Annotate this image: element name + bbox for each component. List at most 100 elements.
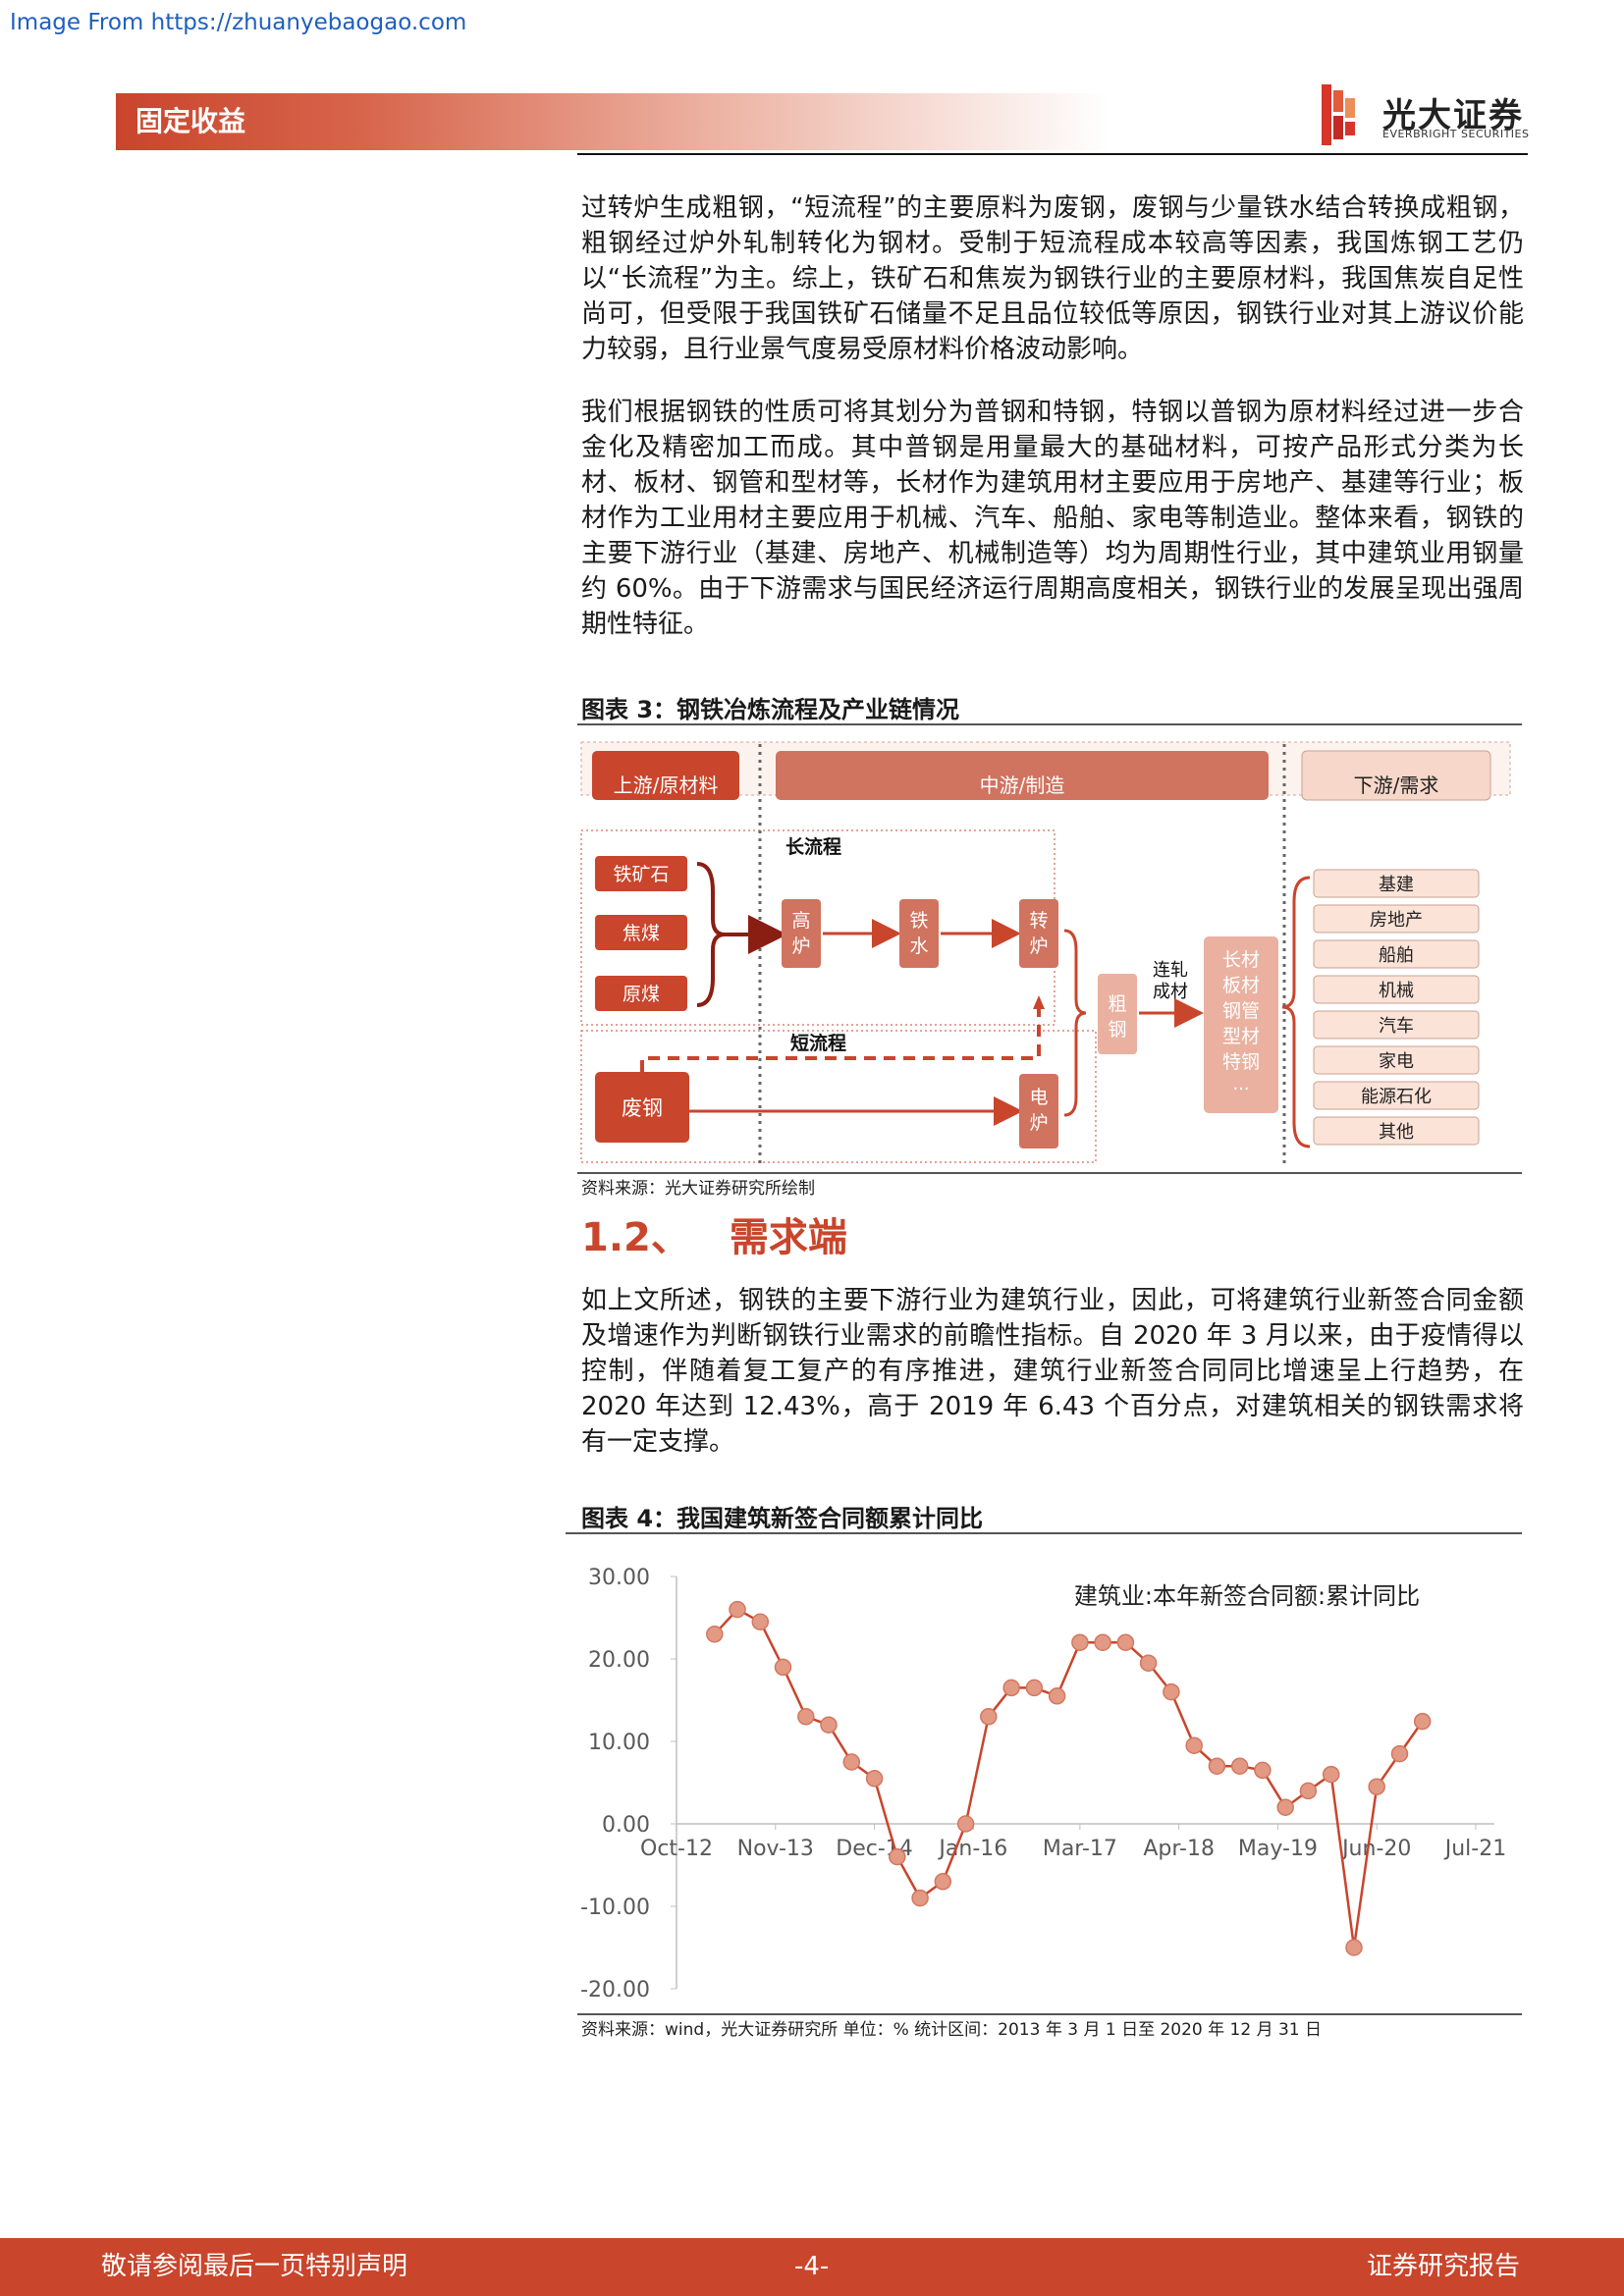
x-tick-label: Apr-18 [1143, 1837, 1215, 1861]
upstream-stage-label: 上游/原材料 [614, 774, 719, 797]
midstream-stage-box [776, 751, 1269, 800]
chart-series [706, 1600, 1432, 1956]
electric-furnace-char-2: 炉 [1029, 1112, 1048, 1134]
section-number: 1.2、 [581, 1215, 690, 1260]
y-tick-label: -10.00 [580, 1896, 650, 1920]
raw-material-box-1 [595, 856, 687, 891]
figure-4-top-rule [566, 1532, 1522, 1534]
demand-box-2 [1313, 904, 1480, 934]
electric-furnace-char-1: 电 [1029, 1087, 1048, 1108]
data-point [865, 1770, 884, 1788]
data-point [1139, 1654, 1158, 1672]
long-process-label: 长流程 [785, 835, 841, 858]
section-title: 需求端 [729, 1215, 847, 1260]
body-paragraph-3: 如上文所述，钢铁的主要下游行业为建筑行业，因此，可将建筑行业新签合同金额及增速作… [581, 1286, 1524, 1457]
crude-steel-char-2: 钢 [1108, 1019, 1126, 1041]
raw-material-brace [696, 862, 726, 1007]
body-paragraph-2: 我们根据钢铁的性质可将其划分为普钢和特钢，特钢以普钢为原材料经过进一步合金化及精… [581, 398, 1524, 639]
scrap-to-converter-dashed [640, 1001, 1041, 1072]
rolling-label-line-2: 成材 [1153, 982, 1188, 1002]
brand-name-cn: 光大证券 [1382, 96, 1524, 135]
data-point [751, 1613, 770, 1630]
demand-box-1 [1313, 869, 1480, 898]
x-tick-label: Nov-13 [737, 1837, 814, 1861]
data-point [1002, 1679, 1020, 1697]
blast-furnace-char-1: 高 [791, 910, 810, 932]
data-point [1322, 1765, 1340, 1784]
data-point [729, 1600, 746, 1619]
raw-material-coking-coal: 焦煤 [623, 923, 660, 944]
x-tick-label: Jul-21 [1443, 1837, 1506, 1861]
contract-growth-chart: 建筑业:本年新签合同额:累计同比 30.00 20.00 10.00 0.00 -10.… [580, 1566, 1506, 2002]
rolling-label-line-1: 连轧 [1153, 960, 1188, 981]
figure-4-bottom-rule [577, 2013, 1522, 2015]
y-tick-label: -20.00 [580, 1978, 650, 2002]
molten-iron-char-2: 水 [909, 935, 928, 957]
demand-energy: 能源石化 [1361, 1087, 1432, 1107]
chart-axes: 30.00 20.00 10.00 0.00 -10.00 -20.00 Oct-12 Nov… [580, 1566, 1506, 2002]
data-point [1299, 1782, 1318, 1800]
crude-steel-box [1098, 974, 1137, 1054]
data-point [774, 1658, 792, 1677]
scrap-to-converter-arrowhead [1033, 995, 1045, 1009]
converter-char-1: 转 [1029, 910, 1048, 932]
upstream-stage-box [592, 751, 739, 800]
data-point [1368, 1778, 1385, 1795]
data-point [1230, 1757, 1249, 1775]
data-point [797, 1708, 815, 1726]
figure-4-source: 资料来源：wind，光大证券研究所 单位：% 统计区间：2013 年 3 月 1… [581, 2020, 1323, 2040]
demand-brace [1281, 876, 1311, 1148]
data-point [1163, 1682, 1180, 1701]
data-point [1276, 1798, 1294, 1816]
product-plate: 板材 [1222, 975, 1260, 996]
demand-appliances: 家电 [1379, 1051, 1414, 1072]
product-section: 型材 [1222, 1026, 1260, 1047]
product-more: … [1233, 1075, 1250, 1095]
figure-3-bottom-rule [577, 1172, 1522, 1174]
electric-furnace-box [1019, 1074, 1058, 1148]
data-point [842, 1753, 861, 1771]
page-number: -4- [794, 2252, 830, 2281]
demand-box-6 [1313, 1045, 1480, 1075]
raw-material-box-2 [595, 915, 687, 950]
footer-report-type: 证券研究报告 [1367, 2252, 1521, 2281]
data-point [1413, 1712, 1432, 1731]
molten-iron-box [899, 899, 939, 968]
data-point [1071, 1633, 1089, 1651]
data-point [1025, 1679, 1044, 1697]
data-point [911, 1889, 929, 1907]
demand-machinery: 机械 [1379, 981, 1414, 1001]
downstream-stage-box [1301, 750, 1491, 801]
source-watermark[interactable]: Image From https://zhuanyebaogao.com [10, 10, 467, 35]
demand-box-4 [1313, 975, 1480, 1004]
data-point [1094, 1633, 1111, 1651]
blast-furnace-char-2: 炉 [791, 935, 810, 957]
product-pipe: 钢管 [1222, 1000, 1260, 1022]
data-point [706, 1626, 724, 1643]
demand-list: 基建 房地产 船舶 机械 汽车 家电 能源石化 其他 [1313, 869, 1480, 1146]
section-label: 固定收益 [135, 105, 246, 137]
section-heading: 1.2、 需求端 [581, 1213, 847, 1262]
data-point [1208, 1757, 1226, 1775]
product-special: 特钢 [1222, 1051, 1260, 1073]
molten-iron-char-1: 铁 [909, 910, 928, 932]
data-point [1116, 1633, 1135, 1651]
data-point [1390, 1744, 1409, 1763]
data-point [980, 1708, 998, 1726]
demand-box-7 [1313, 1081, 1480, 1110]
brand-name-en: EVERBRIGHT SECURITIES [1382, 128, 1530, 140]
x-tick-label: Mar-17 [1043, 1837, 1117, 1861]
brand-logo: 光大证券 EVERBRIGHT SECURITIES [1322, 84, 1530, 147]
demand-box-3 [1313, 939, 1480, 969]
midstream-stage-label: 中游/制造 [980, 774, 1065, 797]
logo-mark-icon [1322, 84, 1355, 145]
converter-char-2: 炉 [1029, 935, 1048, 957]
x-tick-label: Jun-20 [1340, 1837, 1411, 1861]
crude-steel-char-1: 粗 [1108, 993, 1126, 1015]
figure-3-source: 资料来源：光大证券研究所绘制 [581, 1179, 815, 1199]
raw-material-iron-ore: 铁矿石 [613, 864, 669, 885]
data-point [956, 1815, 975, 1833]
short-process-frame [580, 1030, 1097, 1163]
y-tick-label: 10.00 [588, 1731, 650, 1755]
x-tick-label: May-19 [1238, 1837, 1318, 1861]
